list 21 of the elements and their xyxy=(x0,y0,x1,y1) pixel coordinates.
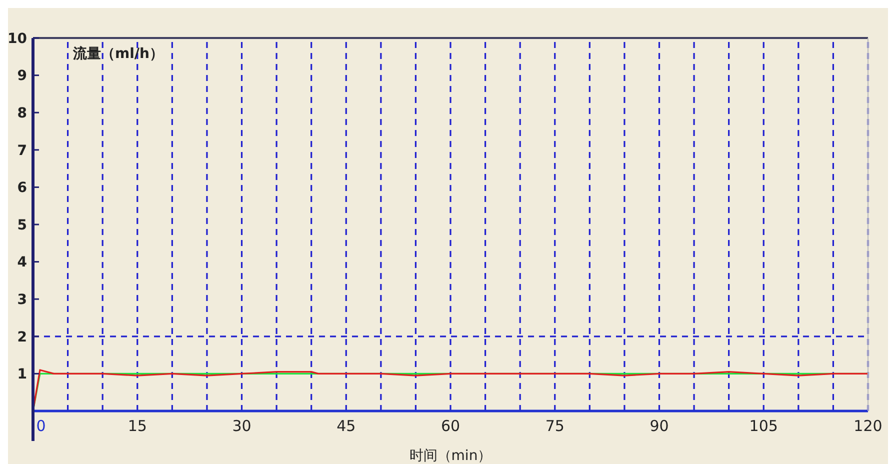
x-tick-label: 60 xyxy=(440,417,460,435)
x-tick-label: 120 xyxy=(854,417,882,435)
x-tick-label: 30 xyxy=(232,417,252,435)
y-tick-label: 9 xyxy=(17,68,27,84)
y-tick-label: 7 xyxy=(17,142,27,159)
y-tick-label: 6 xyxy=(17,180,27,196)
y-tick-label: 1 xyxy=(17,366,27,383)
x-tick-label: 75 xyxy=(545,417,564,435)
y-tick-label: 2 xyxy=(17,329,27,346)
y-tick-label: 5 xyxy=(17,217,27,234)
text: 流量（ml/h） xyxy=(72,45,164,62)
y-tick-label: 8 xyxy=(17,106,27,122)
y-tick-label: 10 xyxy=(8,30,28,47)
x-tick-label: 0 xyxy=(36,417,46,435)
y-tick-label: 4 xyxy=(17,254,28,271)
x-tick-label: 45 xyxy=(336,417,356,435)
x-tick-label: 105 xyxy=(749,417,778,435)
x-tick-label: 15 xyxy=(128,417,147,435)
x-axis-title: 时间（min） xyxy=(409,448,492,464)
x-tick-label: 90 xyxy=(650,417,669,435)
y-tick-label: 3 xyxy=(17,292,27,308)
